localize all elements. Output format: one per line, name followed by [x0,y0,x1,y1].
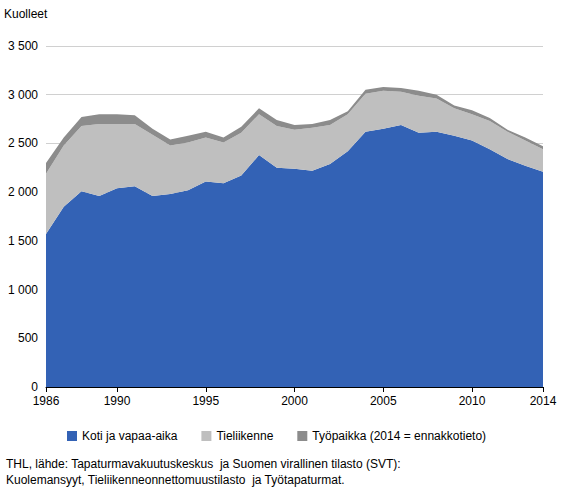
svg-text:Koti ja vapaa-aika: Koti ja vapaa-aika [82,429,178,443]
svg-text:2010: 2010 [459,394,486,408]
svg-text:2000: 2000 [281,394,308,408]
svg-text:2 000: 2 000 [8,185,38,199]
svg-text:1986: 1986 [33,394,60,408]
svg-text:3 500: 3 500 [8,39,38,53]
svg-text:1 000: 1 000 [8,283,38,297]
svg-text:2014: 2014 [530,394,557,408]
svg-text:1995: 1995 [192,394,219,408]
svg-text:THL, lähde: Tapaturmavakuutusk: THL, lähde: Tapaturmavakuutuskeskus ja S… [6,457,401,471]
svg-text:Tieliikenne: Tieliikenne [216,429,273,443]
svg-text:500: 500 [18,331,38,345]
svg-text:1990: 1990 [104,394,131,408]
svg-text:Kuolemansyyt, Tieliikenneonnet: Kuolemansyyt, Tieliikenneonnettomuustila… [6,473,345,487]
svg-text:Kuolleet: Kuolleet [4,7,48,21]
svg-text:0: 0 [31,380,38,394]
svg-text:Työpaikka (2014 = ennakkotieto: Työpaikka (2014 = ennakkotieto) [312,429,486,443]
svg-text:2 500: 2 500 [8,136,38,150]
svg-text:3 000: 3 000 [8,88,38,102]
svg-text:1 500: 1 500 [8,234,38,248]
svg-text:2005: 2005 [370,394,397,408]
